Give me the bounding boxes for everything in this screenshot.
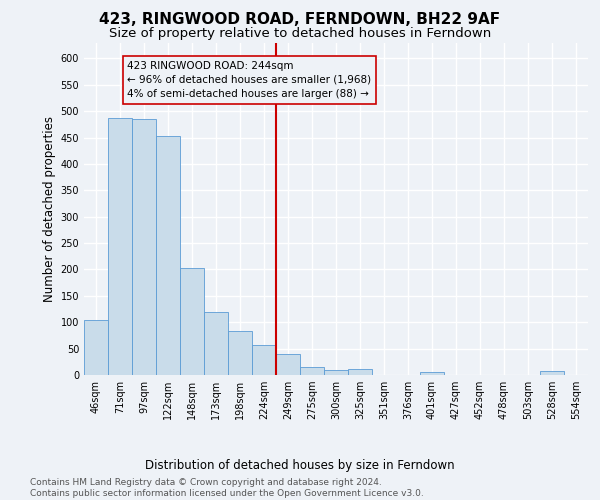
Bar	[324, 370, 348, 375]
Text: Distribution of detached houses by size in Ferndown: Distribution of detached houses by size …	[145, 459, 455, 472]
Bar	[84, 320, 108, 375]
Bar	[252, 345, 276, 375]
Bar	[540, 372, 564, 375]
Text: 423, RINGWOOD ROAD, FERNDOWN, BH22 9AF: 423, RINGWOOD ROAD, FERNDOWN, BH22 9AF	[100, 12, 500, 28]
Bar	[108, 118, 132, 375]
Bar	[420, 372, 444, 375]
Bar	[300, 367, 324, 375]
Bar	[180, 268, 204, 375]
Bar	[348, 369, 372, 375]
Bar	[276, 354, 300, 375]
Bar	[228, 331, 252, 375]
Bar	[132, 119, 156, 375]
Bar	[156, 136, 180, 375]
Text: 423 RINGWOOD ROAD: 244sqm
← 96% of detached houses are smaller (1,968)
4% of sem: 423 RINGWOOD ROAD: 244sqm ← 96% of detac…	[127, 61, 371, 99]
Text: Size of property relative to detached houses in Ferndown: Size of property relative to detached ho…	[109, 28, 491, 40]
Y-axis label: Number of detached properties: Number of detached properties	[43, 116, 56, 302]
Bar	[204, 312, 228, 375]
Text: Contains HM Land Registry data © Crown copyright and database right 2024.
Contai: Contains HM Land Registry data © Crown c…	[30, 478, 424, 498]
